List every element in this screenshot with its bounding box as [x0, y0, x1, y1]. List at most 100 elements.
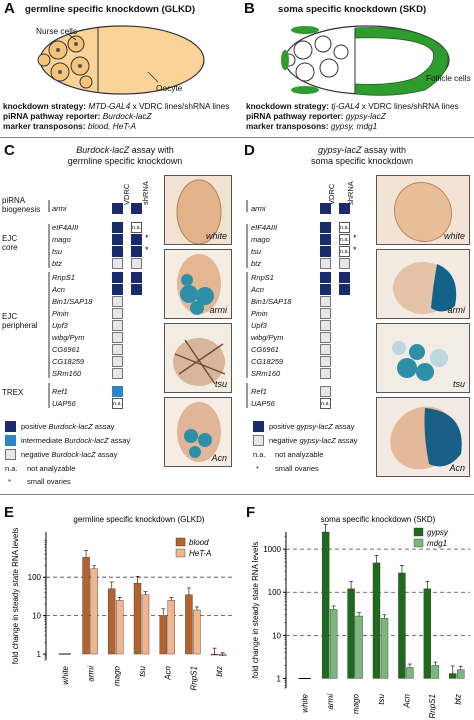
- y-tick-label: 10: [32, 612, 41, 621]
- panel-c-letter: C: [4, 142, 15, 159]
- c-result-pos: [131, 272, 142, 283]
- legend-swatch-gypsy: [413, 527, 424, 537]
- photo-acn-c: Acn: [164, 397, 232, 467]
- y-tick-label: 100: [28, 573, 42, 582]
- d-gene-label: Pinin: [251, 309, 268, 318]
- c-gene-label: wibg/Pym: [52, 333, 85, 342]
- y-axis-label: fold change in steady state RNA levels: [251, 542, 260, 679]
- bar-HeT-A: [90, 568, 98, 655]
- x-tick-label: btz: [215, 666, 224, 677]
- photo-white-d: white: [376, 175, 470, 245]
- d-result-neg: [320, 356, 331, 367]
- d-gene-label: Upf3: [251, 321, 267, 330]
- legend-swatch-mdg1: [413, 538, 424, 548]
- c-result-pos: [131, 246, 142, 257]
- c-result-na: n.a.: [131, 222, 142, 233]
- c-gene-label: armi: [52, 204, 67, 213]
- bar-mdg1: [329, 609, 338, 679]
- bar-gypsy: [423, 588, 432, 679]
- oocyte-label: Oocyte: [156, 83, 183, 93]
- legend-positive-d: positive gypsy-lacZ assay: [269, 422, 355, 431]
- d-result-pos: [320, 222, 331, 233]
- separator-top: [0, 137, 474, 138]
- c-result-neg: [112, 296, 123, 307]
- c-result-pos: [112, 246, 123, 257]
- bar-mdg1: [406, 667, 414, 679]
- d-result-na: n.a.: [339, 246, 350, 257]
- legend-na-c: not analyzable: [27, 464, 76, 473]
- bar-mdg1: [355, 615, 363, 679]
- photo-white-c: white: [164, 175, 232, 245]
- c-result-pos: [131, 203, 142, 214]
- y-axis-label: fold change in steady state RNA levels: [11, 528, 20, 665]
- cat-trex-c: TREX: [2, 388, 24, 397]
- bar-gypsy: [321, 531, 330, 679]
- legend-negative-c: negative Burdock-lacZ assay: [21, 450, 118, 459]
- legend-positive-c: positive Burdock-lacZ assay: [21, 422, 115, 431]
- x-tick-label: mago: [112, 665, 121, 686]
- bar-blood: [82, 557, 90, 655]
- c-gene-label: tsu: [52, 247, 63, 256]
- d-gene-label: Bin1/SAP18: [251, 297, 292, 306]
- c-gene-label: CG6961: [52, 345, 80, 354]
- d-gene-label: CG18259: [251, 357, 284, 366]
- cat-pirna-c: piRNA biogenesis: [2, 196, 41, 214]
- glkd-reporter: piRNA pathway reporter: Burdock-lacZ: [3, 111, 152, 121]
- legend-negative-swatch-c: [5, 449, 16, 460]
- c-small-ovaries-star: *: [145, 233, 149, 243]
- d-result-na: n.a.: [320, 398, 331, 409]
- x-tick-label: Acn: [402, 693, 411, 708]
- c-gene-label: Ref1: [52, 387, 68, 396]
- d-gene-label: Ref1: [251, 387, 267, 396]
- c-gene-label: Acn: [52, 285, 65, 294]
- x-tick-label: tsu: [138, 665, 147, 676]
- legend-star-key-d: *: [256, 464, 259, 473]
- bar-HeT-A: [193, 609, 201, 655]
- legend-negative-swatch-d: [253, 435, 264, 446]
- bar-gypsy: [398, 572, 406, 679]
- d-gene-label: Acn: [251, 285, 264, 294]
- d-gene-label: eIF4AIII: [251, 223, 278, 232]
- c-result-neg: [112, 344, 123, 355]
- bar-gypsy: [372, 562, 381, 679]
- c-result-neg: [112, 332, 123, 343]
- d-result-na: n.a.: [339, 222, 350, 233]
- bar-mdg1: [380, 617, 389, 679]
- legend-star-key-c: *: [8, 477, 11, 486]
- d-result-neg: [320, 308, 331, 319]
- legend-na-key-d: n.a.: [253, 450, 266, 459]
- legend-na-key-c: n.a.: [5, 464, 18, 473]
- c-gene-label: btz: [52, 259, 63, 268]
- c-result-neg: [112, 320, 123, 331]
- c-result-int: [112, 386, 123, 397]
- c-gene-label: SRm160: [52, 369, 82, 378]
- c-result-neg: [112, 368, 123, 379]
- legend-swatch-blood: [175, 537, 186, 547]
- group-brackets-c: [48, 200, 50, 408]
- c-gene-label: UAP56: [52, 399, 76, 408]
- chart-skd: soma specific knockdown (SKD) fold change…: [251, 515, 470, 718]
- c-result-neg: [112, 308, 123, 319]
- x-tick-label: armi: [87, 666, 96, 682]
- chart-glkd: germline specific knockdown (GLKD) fold c…: [11, 515, 232, 690]
- c-gene-label: eIF4AIII: [52, 223, 79, 232]
- legend-intermediate-swatch-c: [5, 435, 16, 446]
- chart-title: germline specific knockdown (GLKD): [73, 515, 204, 524]
- y-tick-label: 100: [268, 588, 282, 597]
- d-gene-label: CG6961: [251, 345, 279, 354]
- legend-star-d: small ovaries: [275, 464, 319, 473]
- cat-ejc-core-c: EJC core: [2, 234, 18, 252]
- c-result-pos: [112, 284, 123, 295]
- c-result-neg: [112, 258, 123, 269]
- c-result-pos: [131, 284, 142, 295]
- panel-b-title: soma specific knockdown (SKD): [278, 4, 427, 15]
- d-result-na: n.a.: [339, 234, 350, 245]
- x-tick-label: RnpS1: [428, 694, 437, 718]
- skd-egg-chamber-illustration: [281, 25, 450, 96]
- panel-b-letter: B: [244, 0, 255, 17]
- x-tick-label: Acn: [164, 665, 173, 680]
- panel-e-letter: E: [4, 504, 15, 521]
- x-tick-label: armi: [326, 694, 335, 710]
- photo-armi-c: armi: [164, 249, 232, 319]
- d-result-neg: [339, 258, 350, 269]
